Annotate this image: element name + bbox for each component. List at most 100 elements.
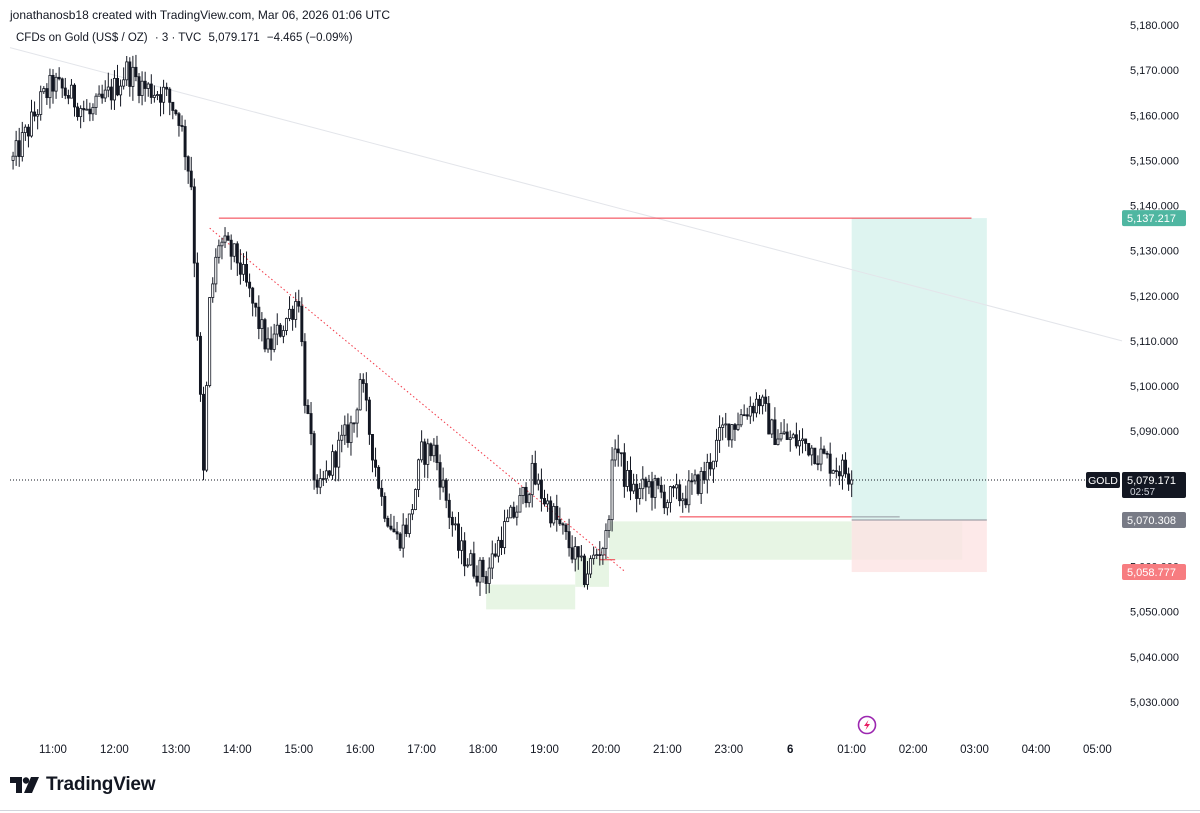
candle[interactable]	[761, 394, 765, 415]
candle[interactable]	[417, 458, 421, 498]
candle[interactable]	[546, 493, 550, 512]
candle[interactable]	[395, 521, 399, 540]
candle[interactable]	[321, 470, 325, 487]
tradingview-logo[interactable]: TradingView	[10, 774, 156, 796]
candle[interactable]	[109, 78, 113, 110]
candle[interactable]	[797, 430, 801, 456]
candle[interactable]	[586, 561, 589, 590]
candle[interactable]	[847, 467, 851, 491]
candle[interactable]	[469, 549, 473, 566]
candle[interactable]	[533, 450, 537, 486]
descending-trendline[interactable]	[209, 227, 625, 572]
candle[interactable]	[730, 424, 734, 448]
candle[interactable]	[39, 85, 43, 121]
candle[interactable]	[650, 471, 654, 511]
candle[interactable]	[582, 553, 586, 588]
candle[interactable]	[248, 273, 252, 298]
candle[interactable]	[589, 555, 593, 579]
candle[interactable]	[460, 526, 464, 565]
candle[interactable]	[60, 77, 64, 99]
candle[interactable]	[463, 532, 467, 577]
candle[interactable]	[524, 482, 528, 508]
candle[interactable]	[564, 523, 568, 540]
candle[interactable]	[813, 447, 817, 465]
candle[interactable]	[238, 249, 242, 285]
candle[interactable]	[297, 289, 301, 313]
candle[interactable]	[573, 536, 577, 572]
candle[interactable]	[530, 454, 534, 508]
candle[interactable]	[281, 325, 285, 344]
candle[interactable]	[45, 83, 49, 105]
candle[interactable]	[702, 461, 706, 484]
candle[interactable]	[159, 86, 162, 117]
candle[interactable]	[484, 570, 488, 594]
candle[interactable]	[711, 460, 715, 483]
candle[interactable]	[401, 513, 405, 558]
candle[interactable]	[831, 469, 835, 474]
candle[interactable]	[303, 333, 307, 414]
candle[interactable]	[736, 412, 740, 432]
candle[interactable]	[334, 450, 338, 482]
candle[interactable]	[576, 546, 580, 570]
candle[interactable]	[226, 232, 230, 241]
candle[interactable]	[414, 488, 417, 511]
candle[interactable]	[592, 546, 596, 565]
candle[interactable]	[260, 312, 264, 342]
candle[interactable]	[844, 452, 848, 478]
candle[interactable]	[30, 99, 33, 138]
candle[interactable]	[349, 415, 353, 456]
candle[interactable]	[106, 72, 110, 98]
candle[interactable]	[739, 409, 743, 428]
candle[interactable]	[103, 80, 107, 103]
candle[interactable]	[555, 494, 559, 532]
candle[interactable]	[810, 445, 814, 466]
candle[interactable]	[327, 470, 331, 478]
candle[interactable]	[776, 429, 780, 446]
candle[interactable]	[748, 396, 752, 424]
candle[interactable]	[223, 227, 227, 248]
candle[interactable]	[66, 89, 70, 105]
candle[interactable]	[472, 541, 476, 579]
candle[interactable]	[33, 101, 37, 122]
candle[interactable]	[331, 444, 335, 480]
candle[interactable]	[678, 479, 682, 507]
candle[interactable]	[51, 69, 55, 104]
candle[interactable]	[745, 407, 749, 420]
candle[interactable]	[822, 445, 826, 455]
candle[interactable]	[672, 485, 675, 498]
candle[interactable]	[312, 430, 316, 490]
candle[interactable]	[478, 557, 482, 596]
candle[interactable]	[432, 438, 436, 463]
candle[interactable]	[257, 295, 261, 340]
candle[interactable]	[595, 548, 599, 560]
candle[interactable]	[245, 251, 249, 287]
candle[interactable]	[211, 277, 215, 303]
candle[interactable]	[625, 460, 629, 492]
candle[interactable]	[364, 372, 368, 412]
candle[interactable]	[426, 438, 430, 479]
demand-zone-2[interactable]	[575, 557, 610, 587]
candle[interactable]	[152, 85, 156, 103]
candle[interactable]	[788, 430, 792, 452]
candle[interactable]	[503, 509, 507, 555]
candle[interactable]	[687, 470, 691, 513]
candle[interactable]	[638, 482, 642, 505]
candle[interactable]	[767, 396, 771, 435]
candle[interactable]	[438, 454, 442, 500]
candle[interactable]	[177, 111, 181, 137]
candle[interactable]	[398, 531, 402, 551]
candle[interactable]	[450, 511, 454, 537]
candle[interactable]	[116, 64, 119, 97]
candle[interactable]	[386, 515, 390, 528]
candle[interactable]	[208, 297, 212, 388]
candle[interactable]	[558, 507, 562, 526]
candle[interactable]	[837, 465, 841, 486]
candle[interactable]	[251, 286, 255, 317]
candle[interactable]	[457, 512, 460, 559]
candle[interactable]	[561, 522, 565, 535]
candle[interactable]	[284, 317, 288, 336]
candle[interactable]	[146, 82, 150, 97]
candle[interactable]	[579, 545, 583, 562]
candle[interactable]	[17, 127, 21, 167]
candle[interactable]	[404, 518, 408, 537]
